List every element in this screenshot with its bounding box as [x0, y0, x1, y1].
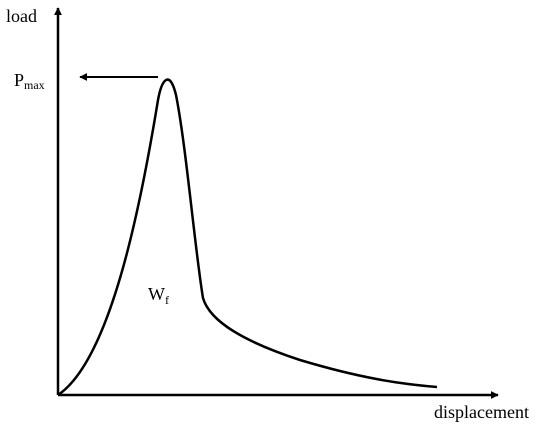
peak-label: Pmax	[14, 70, 45, 92]
area-subscript: f	[165, 293, 169, 307]
area-label: Wf	[148, 284, 169, 307]
area-main: W	[148, 284, 165, 304]
peak-main: P	[14, 70, 24, 90]
x-axis-label: displacement	[434, 402, 529, 422]
y-axis-label: load	[6, 6, 37, 26]
peak-subscript: max	[24, 78, 45, 92]
load-curve	[57, 78, 438, 397]
